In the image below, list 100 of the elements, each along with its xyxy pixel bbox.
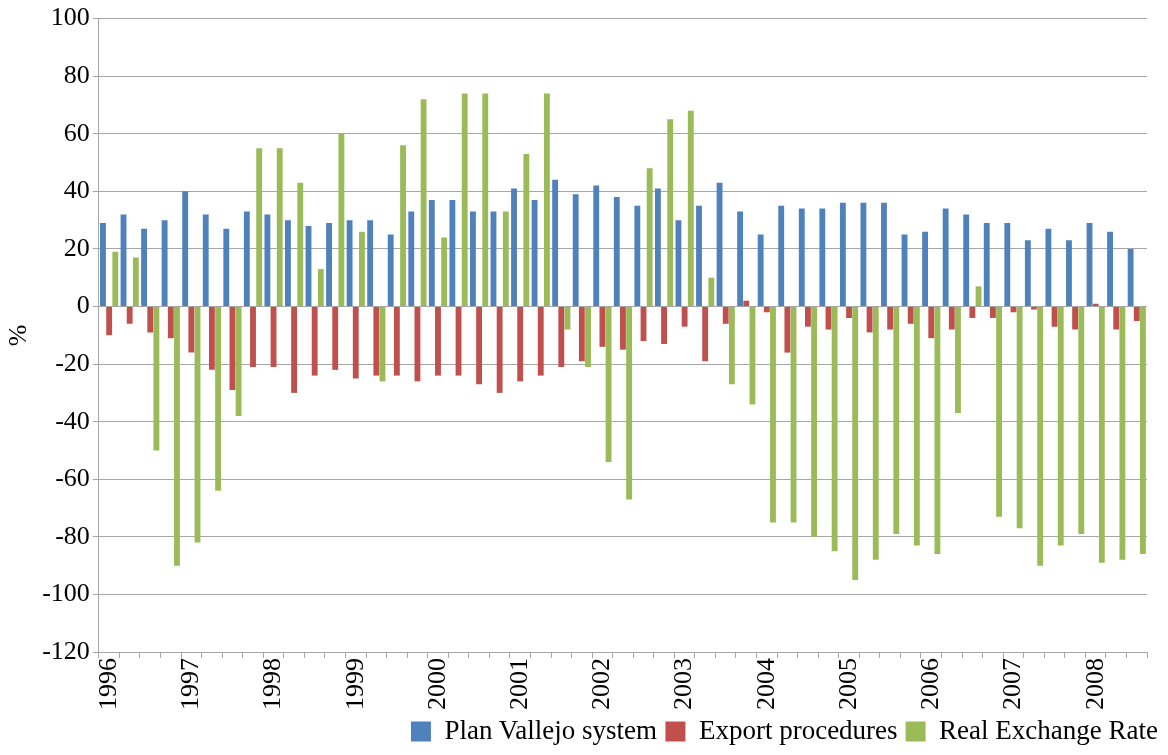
bar — [202, 214, 209, 307]
bar — [223, 228, 230, 307]
bar — [291, 307, 298, 393]
bar — [687, 110, 694, 307]
bar — [126, 307, 133, 324]
bar — [1045, 228, 1052, 307]
bar — [502, 211, 509, 307]
bar — [819, 208, 826, 307]
bar — [831, 307, 838, 552]
bar — [1107, 231, 1113, 307]
bar — [578, 307, 585, 362]
bar — [243, 211, 250, 307]
bar — [770, 307, 776, 523]
bar — [763, 307, 770, 313]
bar — [1127, 248, 1134, 307]
bar — [599, 307, 606, 347]
bar — [235, 307, 242, 416]
bar — [798, 208, 805, 307]
bar — [969, 307, 976, 319]
bar — [1078, 307, 1085, 534]
bar — [620, 307, 626, 350]
bar — [784, 307, 791, 353]
bar — [161, 220, 168, 307]
bar — [852, 307, 859, 581]
bar — [400, 145, 406, 307]
bar — [1140, 307, 1146, 555]
bar — [593, 185, 600, 307]
bar — [317, 269, 324, 307]
bar — [543, 93, 550, 307]
bar — [428, 199, 435, 307]
bar — [469, 211, 476, 307]
x-tick-label: 2003 — [668, 658, 698, 710]
bar — [311, 307, 318, 376]
bar — [141, 228, 147, 307]
bar — [728, 307, 735, 385]
bar — [1004, 223, 1011, 307]
y-tick-label: 80 — [63, 60, 90, 90]
y-tick-label: 100 — [50, 2, 90, 32]
bar — [907, 307, 914, 324]
bar — [393, 307, 400, 376]
bar — [989, 307, 996, 319]
bar — [537, 307, 544, 376]
bar — [1113, 307, 1120, 330]
bar — [942, 208, 949, 307]
bar — [887, 307, 894, 330]
bar — [922, 231, 929, 307]
bar — [338, 133, 345, 307]
bar — [1098, 307, 1105, 563]
bar — [297, 182, 304, 307]
bar — [846, 307, 852, 319]
legend-label: Export procedures — [698, 714, 898, 745]
legend-label: Real Exchange Rate — [939, 714, 1159, 745]
y-axis-title: % — [3, 324, 33, 347]
bar — [585, 307, 591, 367]
bar — [654, 188, 661, 307]
bar — [100, 223, 106, 307]
bar — [435, 307, 441, 376]
bar — [552, 179, 559, 307]
x-tick-label: 1998 — [257, 658, 287, 710]
x-tick-label: 2002 — [586, 658, 616, 710]
bar — [860, 202, 867, 307]
bar — [182, 191, 189, 307]
bar — [449, 199, 456, 307]
bar — [996, 307, 1003, 517]
bar — [893, 307, 900, 534]
x-tick-label: 2006 — [915, 658, 945, 710]
x-tick-label: 1996 — [92, 658, 122, 710]
x-tick-label: 2004 — [750, 658, 780, 710]
bar — [326, 223, 332, 307]
bar — [531, 199, 538, 307]
bar — [613, 197, 620, 307]
x-tick-label: 2005 — [832, 658, 862, 710]
bar — [106, 307, 113, 336]
x-tick-label: 1997 — [175, 658, 205, 710]
bar — [661, 307, 667, 344]
bar — [476, 307, 483, 385]
bar — [872, 307, 879, 560]
bar — [188, 307, 195, 353]
bar — [153, 307, 160, 451]
bar — [482, 93, 489, 307]
bar — [934, 307, 941, 555]
y-tick-label: -60 — [55, 463, 90, 493]
x-tick-label: 1999 — [339, 658, 369, 710]
bar — [805, 307, 811, 327]
bar — [215, 307, 221, 491]
x-tick-label: 2000 — [421, 658, 451, 710]
bar — [332, 307, 339, 370]
bar — [702, 307, 709, 362]
bar — [626, 307, 633, 500]
y-tick-label: 60 — [63, 117, 90, 147]
bar — [264, 214, 271, 307]
bar — [928, 307, 935, 339]
bar — [1016, 307, 1023, 529]
y-tick-label: 40 — [63, 175, 90, 205]
x-tick-label: 2008 — [1079, 658, 1109, 710]
bar — [408, 211, 415, 307]
bar — [881, 202, 887, 307]
bar — [948, 307, 955, 330]
bar — [737, 211, 744, 307]
bar — [743, 300, 750, 307]
